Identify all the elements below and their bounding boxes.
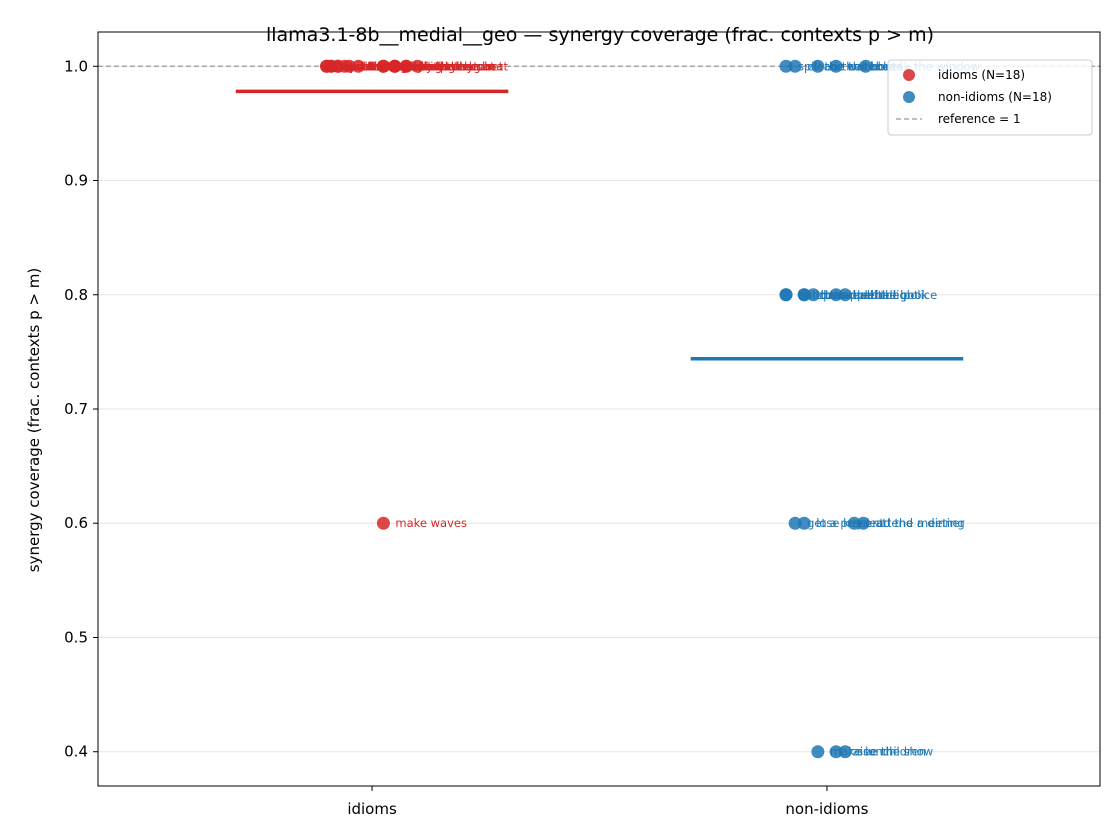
point-label: throw the ball (816, 288, 896, 302)
point-label: get a present (807, 516, 884, 530)
point-label: face the music (407, 59, 492, 73)
data-point (388, 59, 402, 73)
data-point (806, 288, 820, 302)
y-tick-label: 0.8 (64, 286, 88, 304)
legend-label: reference = 1 (938, 112, 1021, 126)
point-label: pull strings (350, 59, 414, 73)
point-label: read the book (848, 288, 928, 302)
data-point (811, 59, 825, 73)
x-axis-ticks: idioms non-idioms (347, 786, 869, 818)
data-point (797, 288, 811, 302)
point-label: jump the gun (417, 59, 495, 73)
point-label: bury the hatchet (407, 59, 504, 73)
data-point (859, 59, 873, 73)
point-label: lead the meeting (866, 516, 964, 530)
point-label: kick the bucket (370, 59, 458, 73)
point-label: raise children (848, 745, 926, 759)
data-point (342, 59, 356, 73)
data-point (797, 516, 811, 530)
data-point (829, 288, 843, 302)
point-label: lose keys (816, 516, 869, 530)
data-point (788, 516, 802, 530)
data-point (856, 516, 870, 530)
point-label: spill the beans (343, 59, 427, 73)
legend-label: idioms (N=18) (938, 68, 1025, 82)
legend-marker (903, 69, 915, 81)
point-label: eat the apple (798, 288, 875, 302)
legend-label: non-idioms (N=18) (938, 90, 1052, 104)
legend-marker (903, 91, 915, 103)
data-points (320, 59, 873, 759)
point-label: break the ice (343, 59, 418, 73)
point-label: cut corners (357, 59, 422, 73)
legend-box (887, 59, 1093, 136)
point-label: spill the water (798, 59, 880, 73)
point-label: turn on the light (825, 288, 919, 302)
y-tick-label: 0.6 (64, 514, 88, 532)
point-label: hit the road (395, 59, 462, 73)
y-tick-label: 1.0 (64, 57, 88, 75)
point-label: rock the boat (418, 59, 495, 73)
chart-title: llama3.1-8b__medial__geo — synergy cover… (266, 24, 934, 46)
data-point (351, 59, 365, 73)
y-axis-title: synergy coverage (frac. contexts p > m) (25, 268, 43, 572)
point-label: see the show (857, 745, 933, 759)
point-label: open the door (816, 288, 897, 302)
data-point (811, 745, 825, 759)
point-label: clean the table (807, 59, 893, 73)
y-tick-label: 0.9 (64, 172, 88, 190)
point-label: burn bridges (395, 59, 468, 73)
point-label: leave the building (339, 59, 442, 73)
point-label: bite the bullet (361, 59, 442, 73)
y-tick-label: 0.5 (64, 628, 88, 646)
data-point (838, 288, 852, 302)
point-label: tie the boots (830, 59, 903, 73)
data-point (376, 516, 390, 530)
data-point (779, 59, 793, 73)
data-point (838, 745, 852, 759)
y-tick-label: 0.4 (64, 743, 88, 761)
data-point (399, 59, 413, 73)
point-label: make waves (395, 516, 467, 530)
data-point (829, 745, 843, 759)
legend: idioms (N=18) non-idioms (N=18) reference … (887, 59, 1093, 136)
point-label: call the police (857, 288, 937, 302)
x-tick-label: non-idioms (785, 800, 868, 818)
data-point (376, 59, 390, 73)
data-point (847, 516, 861, 530)
point-label: miss the boat (430, 59, 509, 73)
x-tick-label: idioms (347, 800, 397, 818)
mean-lines (235, 89, 964, 361)
data-point (829, 59, 843, 73)
point-label: hold the fort (339, 59, 411, 73)
point-label: hit the books (350, 59, 425, 73)
data-point (411, 59, 425, 73)
point-label: make lunch (830, 745, 897, 759)
y-axis-ticks: 0.4 0.5 0.6 0.7 0.8 0.9 1.0 (64, 57, 98, 761)
point-label: call it a day (407, 59, 474, 73)
point-label: build the ball (798, 288, 873, 302)
y-tick-label: 0.7 (64, 400, 88, 418)
data-point (779, 288, 793, 302)
data-point (788, 59, 802, 73)
point-label: attend a dinner (875, 516, 964, 530)
